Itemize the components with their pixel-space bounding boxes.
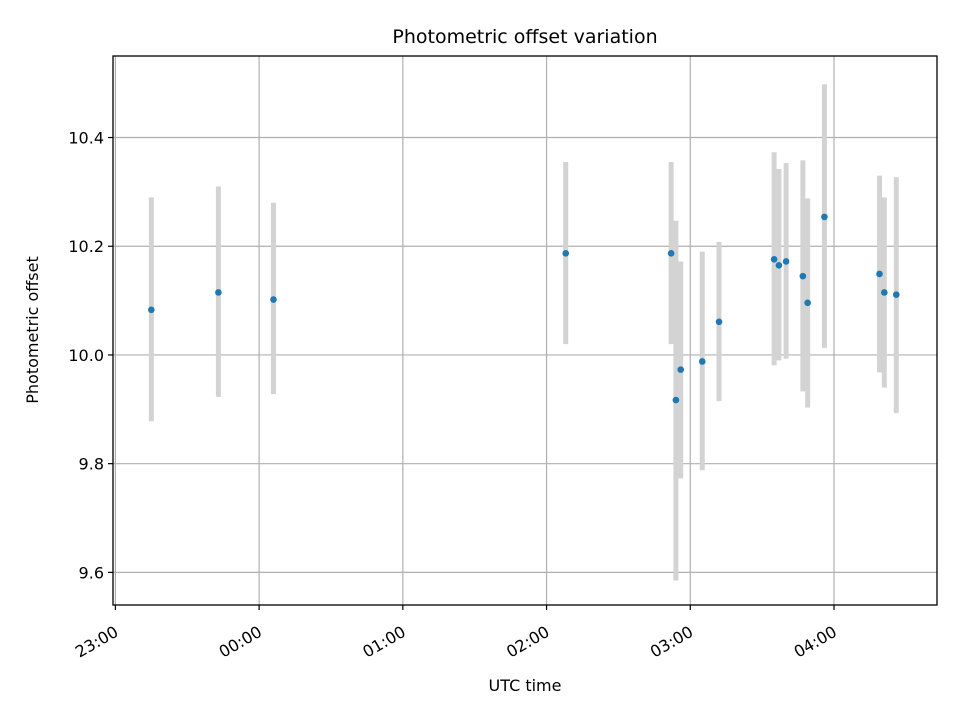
data-point bbox=[804, 299, 811, 307]
data-point bbox=[148, 306, 155, 314]
data-point bbox=[821, 213, 828, 221]
data-point bbox=[562, 250, 570, 257]
data-point bbox=[677, 366, 684, 373]
y-tick-label: 9.8 bbox=[79, 455, 104, 474]
data-points bbox=[148, 213, 900, 404]
data-point bbox=[698, 358, 706, 365]
data-point bbox=[667, 250, 675, 257]
data-point bbox=[876, 270, 883, 278]
data-point bbox=[715, 318, 723, 326]
y-tick-label: 10.2 bbox=[68, 237, 104, 256]
y-tick-label: 10.4 bbox=[68, 129, 104, 148]
data-point bbox=[215, 289, 222, 296]
data-point bbox=[799, 272, 807, 280]
data-point bbox=[782, 258, 790, 265]
grid bbox=[113, 56, 937, 605]
data-point bbox=[892, 291, 900, 298]
y-tick-label: 10.0 bbox=[68, 346, 104, 365]
chart-title: Photometric offset variation bbox=[392, 26, 657, 48]
x-axis-label: UTC time bbox=[489, 676, 562, 695]
y-axis-label: Photometric offset bbox=[23, 256, 42, 404]
data-point bbox=[672, 396, 680, 404]
y-tick-label: 9.6 bbox=[79, 563, 104, 582]
data-point bbox=[270, 296, 277, 303]
data-point bbox=[770, 255, 778, 263]
data-point bbox=[775, 261, 783, 269]
plot-frame bbox=[112, 55, 938, 606]
data-point bbox=[881, 289, 888, 296]
